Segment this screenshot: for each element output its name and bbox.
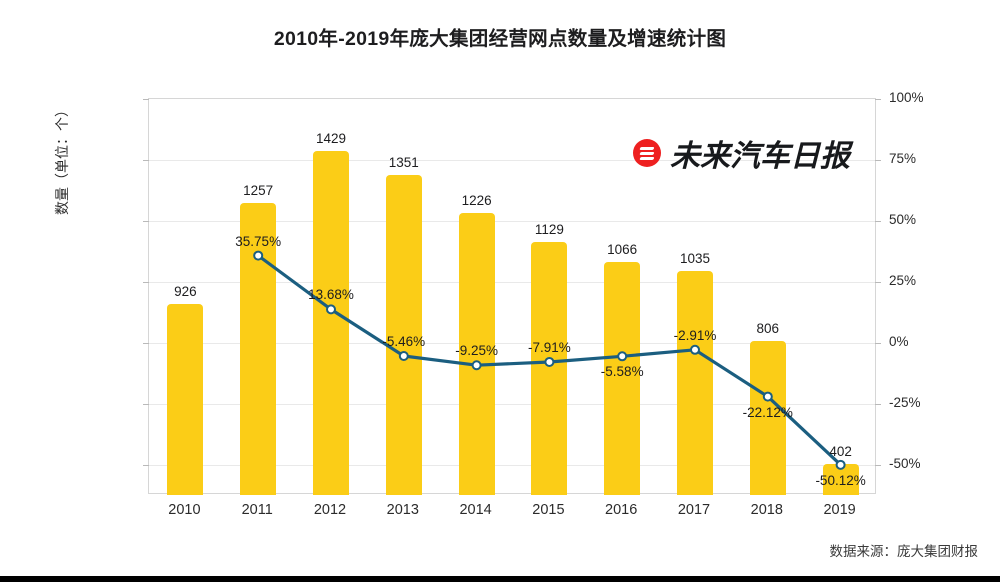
growth-value-label: -2.91% — [673, 327, 717, 343]
tick-mark — [143, 99, 149, 100]
x-axis-tick: 2017 — [677, 502, 711, 518]
bar[interactable] — [531, 242, 568, 495]
tick-mark — [875, 220, 881, 222]
bar-value-label: 1351 — [388, 154, 419, 170]
right-axis-tick: -50% — [889, 455, 921, 471]
x-axis-tick: 2010 — [168, 502, 201, 518]
right-axis-tick: 50% — [889, 211, 917, 227]
growth-value-label: 13.68% — [308, 287, 354, 303]
growth-value-label: 35.75% — [235, 233, 282, 249]
watermark-text: 未来汽车日报 — [670, 140, 850, 173]
growth-value-label: -50.12% — [815, 472, 866, 488]
x-axis-tick: 2013 — [386, 502, 419, 518]
bar-value-label: 926 — [174, 284, 197, 300]
tick-mark — [875, 342, 881, 344]
x-axis-tick: 2019 — [823, 502, 856, 518]
tick-mark — [875, 464, 881, 466]
x-axis-tick: 2018 — [750, 502, 783, 518]
right-axis-tick: 25% — [889, 272, 917, 288]
bar[interactable] — [313, 151, 349, 495]
watermark-logo-icon — [633, 139, 661, 167]
bar[interactable] — [677, 271, 713, 495]
bar-value-label: 402 — [829, 443, 852, 459]
bar-value-label: 806 — [756, 320, 780, 336]
tick-mark — [143, 159, 149, 161]
bar-value-label: 1226 — [461, 192, 492, 208]
growth-value-label: -22.12% — [742, 404, 793, 420]
right-axis-tick: 75% — [889, 150, 917, 166]
tick-mark — [875, 403, 881, 405]
bar-value-label: 1129 — [534, 222, 564, 238]
x-axis-tick: 2015 — [532, 502, 565, 518]
tick-mark — [143, 464, 149, 466]
growth-value-label: -7.91% — [528, 339, 571, 355]
bar-value-label: 1257 — [243, 183, 274, 199]
bar-value-label: 1035 — [679, 251, 711, 267]
tick-mark — [875, 281, 881, 283]
growth-value-label: -5.46% — [382, 333, 426, 349]
page-title: 2010年-2019年庞大集团经营网点数量及增速统计图 — [273, 28, 727, 50]
x-axis-tick: 2011 — [241, 502, 273, 518]
bar-value-label: 1429 — [315, 131, 347, 147]
x-axis-tick: 2014 — [459, 502, 492, 518]
right-axis-tick: 0% — [889, 333, 909, 349]
gridline — [149, 220, 875, 222]
watermark: 未来汽车日报 — [633, 131, 850, 175]
tick-mark — [143, 403, 149, 405]
bar-value-label: 1066 — [607, 241, 638, 257]
y-axis-title: 数量（单位：个） — [54, 103, 70, 215]
tick-mark — [143, 220, 149, 222]
tick-mark — [875, 159, 881, 161]
gridline — [149, 159, 875, 161]
plot-area: 35.75% 13.68% -5.46% -9.25% -7.91% -5.58% -2.9… — [143, 90, 924, 495]
tick-mark — [143, 342, 149, 344]
x-axis-tick: 2012 — [313, 502, 347, 518]
tick-mark — [143, 281, 149, 283]
bottom-strip — [0, 576, 1000, 582]
source-note: 数据来源：庞大集团财报 — [829, 544, 979, 559]
right-axis-tick: 100% — [889, 90, 924, 105]
x-axis-tick: 2016 — [605, 502, 638, 518]
right-axis-tick: -25% — [889, 394, 921, 410]
growth-value-label: -9.25% — [455, 343, 498, 359]
bar[interactable] — [167, 304, 204, 495]
tick-mark — [875, 99, 881, 100]
growth-value-label: -5.58% — [600, 364, 644, 380]
